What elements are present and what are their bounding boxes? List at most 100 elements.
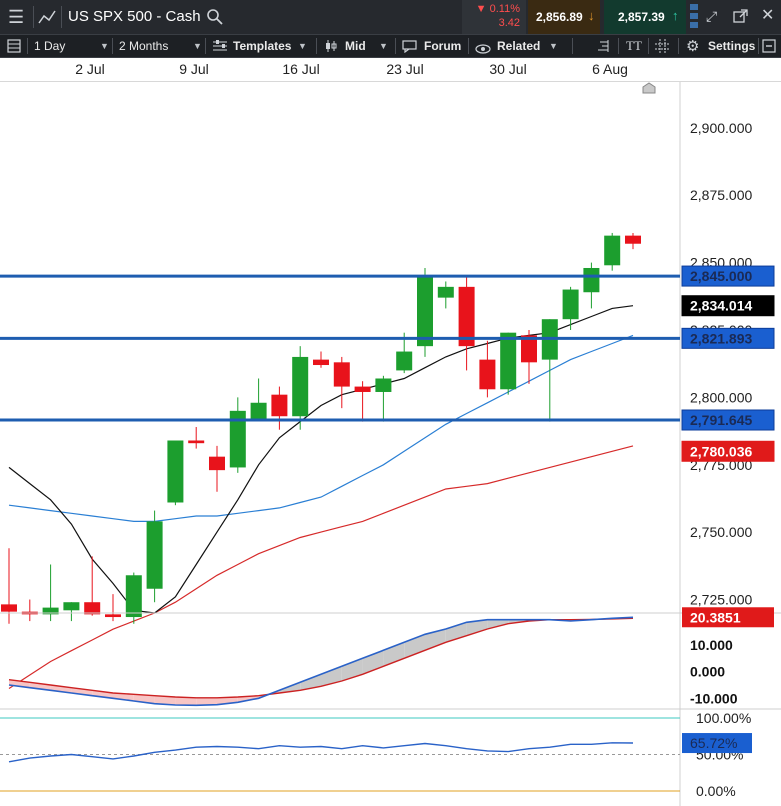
candle-body[interactable] [188,440,205,444]
interval-select[interactable]: 1 Day ▼ [28,35,112,57]
menu-icon[interactable]: ☰ [8,7,25,27]
gear-icon: ⚙ [686,38,700,55]
chart-type-icon[interactable] [38,8,56,31]
candle-body[interactable] [500,332,517,390]
popout-icon[interactable] [733,9,748,29]
buy-button[interactable]: 2,857.39 ↑ [604,0,686,34]
change-box: ▼ 0.11% 3.42 [462,0,526,34]
candle-body[interactable] [229,410,246,468]
sma-long-label-box [681,440,775,462]
macd-histogram-fill [113,693,134,701]
candle-body[interactable] [437,286,454,298]
macd-histogram-fill [487,619,509,629]
macd-y-tick-label: 10.000 [690,637,733,653]
price-chart[interactable]: 2,725.0002,750.0002,775.0002,800.0002,82… [0,82,781,806]
candle-body[interactable] [583,267,600,293]
x-tick-label: 6 Aug [592,61,628,77]
chat-bubble-icon [402,40,417,58]
candle-body[interactable] [375,378,392,392]
candle-body[interactable] [1,604,17,612]
stoch-value-label: 65.72% [690,735,737,751]
candle-body[interactable] [146,521,163,589]
candle-body[interactable] [292,356,309,417]
y-tick-label: 2,750.000 [690,524,752,540]
candle-body[interactable] [562,289,579,320]
search-icon[interactable] [206,8,224,31]
x-tick-label: 16 Jul [282,61,320,77]
range-label: 2 Months [119,39,169,53]
eye-icon [475,41,491,59]
divider [468,38,469,54]
candle-body[interactable] [167,440,184,503]
candle-body[interactable] [354,386,371,392]
divider [33,6,34,28]
forum-label: Forum [424,39,462,53]
candle-body[interactable] [313,359,329,366]
forum-button[interactable]: Forum [396,35,466,57]
candle-body[interactable] [125,575,142,618]
collapse-icon[interactable] [762,39,776,58]
divider [648,38,649,54]
macd-histogram-fill [321,666,342,687]
candle-body[interactable] [271,394,288,417]
divider [205,38,206,54]
instrument-title[interactable]: US SPX 500 - Cash [68,8,201,25]
candle-body[interactable] [625,235,641,244]
divider [572,38,573,54]
related-label: Related [497,39,541,53]
y-tick-label: 2,875.000 [690,187,752,203]
sell-button[interactable]: 2,856.89 ↓ [528,0,600,34]
candle-body[interactable] [250,402,267,419]
stoch-line [8,742,634,763]
candle-body[interactable] [521,335,537,363]
crosshair-grid-icon[interactable] [655,39,670,59]
candle-body[interactable] [333,362,350,387]
chevron-down-icon: ▼ [379,41,388,51]
settings-label: Settings [708,39,756,53]
price-type-select[interactable]: Mid ▼ [317,35,393,57]
x-tick-label: 9 Jul [179,61,209,77]
x-tick-label: 23 Jul [386,61,424,77]
level-label-box [681,327,775,349]
candle-body[interactable] [458,286,475,347]
expand-icon[interactable]: ⤢ [706,8,718,24]
candles-icon [324,39,338,58]
candle-body[interactable] [63,602,80,611]
indicators-icon[interactable] [596,39,610,58]
range-select[interactable]: 2 Months ▼ [113,35,205,57]
depth-icon[interactable] [689,4,699,30]
candle-body[interactable] [209,456,225,471]
level-label: 2,821.893 [690,330,752,346]
macd-signal-line [8,617,634,699]
grid-menu-icon[interactable] [7,39,21,58]
candle-body[interactable] [479,359,496,390]
macd-y-tick-label: 0.000 [690,664,725,680]
sell-price: 2,856.89 [536,10,583,24]
close-icon[interactable]: ✕ [761,7,775,24]
macd-line [8,616,634,707]
candle-body[interactable] [417,276,433,347]
templates-icon [212,39,228,58]
instrument-header: ☰ US SPX 500 - Cash ▼ 0.11% 3.42 2,856.8… [0,0,781,34]
level-label-box [681,409,775,431]
candle-body[interactable] [604,235,621,266]
x-tick-label: 30 Jul [489,61,527,77]
templates-button[interactable]: Templates ▼ [206,35,314,57]
candle-body[interactable] [42,607,59,615]
home-marker-icon[interactable] [642,82,656,94]
candle-body[interactable] [396,351,413,371]
settings-button[interactable]: ⚙ Settings [680,35,758,57]
sma-long-line [8,445,634,690]
candle-body[interactable] [105,614,121,618]
macd-histogram-fill [425,629,446,651]
current-price-label: 2,834.014 [690,298,752,314]
macd-histogram-fill [175,697,197,706]
divider [316,38,317,54]
text-size-icon[interactable]: TT [626,38,642,53]
chevron-down-icon: ▼ [193,41,202,51]
x-axis: 2 Jul 9 Jul 16 Jul 23 Jul 30 Jul 6 Aug [0,58,781,82]
chevron-down-icon: ▼ [100,41,109,51]
related-button[interactable]: Related ▼ [469,35,569,57]
candle-body[interactable] [84,602,101,615]
macd-histogram-fill [300,674,321,691]
